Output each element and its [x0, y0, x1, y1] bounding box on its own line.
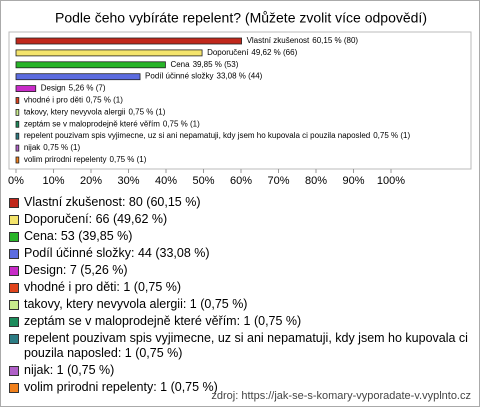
bar-label: Doporučení 49,62 % (66)	[207, 48, 298, 57]
legend-item: nijak: 1 (0,75 %)	[9, 363, 469, 378]
legend-swatch	[9, 283, 19, 293]
legend-swatch	[9, 198, 19, 208]
legend-swatch	[9, 317, 19, 327]
bar-label: zeptám se v maloprodejně které věřím 0,75…	[24, 119, 200, 128]
bar	[15, 85, 37, 92]
bar-label: Design 5,26 % (7)	[41, 84, 106, 93]
x-tick-label: 20%	[80, 175, 102, 187]
bar-category: volim prirodni repelenty	[24, 155, 107, 164]
bar	[15, 156, 20, 164]
bar-label: Cena 39,85 % (53)	[170, 60, 238, 69]
legend-item: vhodné i pro děti: 1 (0,75 %)	[9, 280, 469, 295]
bar-label: vhodné i pro děti 0,75 % (1)	[24, 96, 123, 105]
legend-item: takovy, ktery nevyvola alergii: 1 (0,75 …	[9, 297, 469, 312]
legend-label: zeptám se v maloprodejně které věřím: 1 …	[24, 314, 302, 328]
bar-label: Vlastní zkušenost 60,15 % (80)	[247, 36, 359, 45]
legend-label: Doporučení: 66 (49,62 %)	[24, 212, 168, 226]
bar	[15, 120, 20, 128]
bar	[15, 132, 20, 140]
bar	[15, 73, 141, 81]
bar-label: volim prirodni repelenty 0,75 % (1)	[24, 155, 147, 164]
x-tick-label: 90%	[342, 175, 364, 187]
legend-item: repelent pouzivam spis vyjimecne, uz si …	[9, 331, 469, 361]
legend-swatch	[9, 366, 19, 376]
legend-swatch	[9, 249, 19, 259]
bar-label: Podíl účinné složky 33,08 % (44)	[145, 72, 263, 81]
legend-item: zeptám se v maloprodejně které věřím: 1 …	[9, 314, 469, 329]
bar-value-label: 49,62 % (66)	[251, 48, 297, 57]
bar	[15, 109, 20, 116]
legend-item: Podíl účinné složky: 44 (33,08 %)	[9, 246, 469, 261]
legend-item: Doporučení: 66 (49,62 %)	[9, 212, 469, 227]
legend-label: repelent pouzivam spis vyjimecne, uz si …	[24, 331, 468, 360]
plot-frame	[8, 31, 472, 170]
bar-value-label: 0,75 % (1)	[128, 108, 165, 117]
legend-label: Vlastní zkušenost: 80 (60,15 %)	[24, 195, 201, 209]
bar-value-label: 0,75 % (1)	[86, 96, 123, 105]
legend-label: nijak: 1 (0,75 %)	[24, 363, 115, 377]
legend-swatch	[9, 300, 19, 310]
legend-label: takovy, ktery nevyvola alergii: 1 (0,75 …	[24, 297, 248, 311]
legend-swatch	[9, 232, 19, 242]
legend-item: Cena: 53 (39,85 %)	[9, 229, 469, 244]
x-tick-label: 0%	[8, 175, 24, 187]
legend-item: Design: 7 (5,26 %)	[9, 263, 469, 278]
bar-category: Cena	[170, 60, 190, 69]
bar-category: nijak	[24, 143, 41, 152]
bar	[15, 49, 203, 57]
x-tick-label: 80%	[305, 175, 327, 187]
bar-label: takovy, ktery nevyvola alergii 0,75 % (1)	[24, 108, 166, 117]
bar-value-label: 33,08 % (44)	[217, 72, 263, 81]
legend-label: Design: 7 (5,26 %)	[24, 263, 128, 277]
bar-value-label: 5,26 % (7)	[69, 84, 106, 93]
legend-label: Cena: 53 (39,85 %)	[24, 229, 133, 243]
legend-swatch	[9, 215, 19, 225]
legend-label: vhodné i pro děti: 1 (0,75 %)	[24, 280, 182, 294]
legend-label: Podíl účinné složky: 44 (33,08 %)	[24, 246, 210, 260]
x-tick-label: 30%	[117, 175, 139, 187]
legend-swatch	[9, 334, 19, 344]
bar-value-label: 60,15 % (80)	[312, 36, 358, 45]
x-tick-label: 50%	[192, 175, 214, 187]
chart-title: Podle čeho vybíráte repelent? (Můžete zv…	[55, 10, 427, 26]
bar-category: Podíl účinné složky	[145, 72, 213, 81]
legend-swatch	[9, 383, 19, 393]
bar-category: Doporučení	[207, 48, 249, 57]
bar-value-label: 0,75 % (1)	[43, 143, 80, 152]
bar	[15, 97, 20, 104]
bar-value-label: 0,75 % (1)	[163, 119, 200, 128]
legend: Vlastní zkušenost: 80 (60,15 %) Doporučen…	[9, 195, 469, 397]
bar-category: repelent pouzivam spis vyjimecne, uz si …	[24, 131, 370, 140]
legend-item: Vlastní zkušenost: 80 (60,15 %)	[9, 195, 469, 210]
x-tick-label: 10%	[42, 175, 64, 187]
legend-label: volim prirodni repelenty: 1 (0,75 %)	[24, 380, 218, 394]
bar-category: zeptám se v maloprodejně které věřím	[24, 119, 160, 128]
x-tick-label: 60%	[230, 175, 252, 187]
bar-category: Design	[41, 84, 66, 93]
x-tick-label: 100%	[377, 175, 405, 187]
bar-label: repelent pouzivam spis vyjimecne, uz si …	[24, 131, 411, 140]
bar	[15, 37, 242, 45]
legend-swatch	[9, 266, 19, 276]
bar-value-label: 0,75 % (1)	[373, 131, 410, 140]
bar-label: nijak 0,75 % (1)	[24, 143, 81, 152]
bar-category: takovy, ktery nevyvola alergii	[24, 108, 126, 117]
bar	[15, 61, 166, 69]
bar-value-label: 39,85 % (53)	[193, 60, 239, 69]
source: zdroj: https://jak-se-s-komary-vyporadat…	[211, 390, 471, 402]
bar-category: Vlastní zkušenost	[247, 36, 310, 45]
bar-value-label: 0,75 % (1)	[110, 155, 147, 164]
x-tick-label: 40%	[155, 175, 177, 187]
bar-category: vhodné i pro děti	[24, 96, 83, 105]
bar	[15, 144, 20, 152]
x-tick-label: 70%	[267, 175, 289, 187]
chart: Podle čeho vybíráte repelent? (Můžete zv…	[8, 10, 472, 187]
legend-item: volim prirodni repelenty: 1 (0,75 %)	[9, 380, 469, 395]
